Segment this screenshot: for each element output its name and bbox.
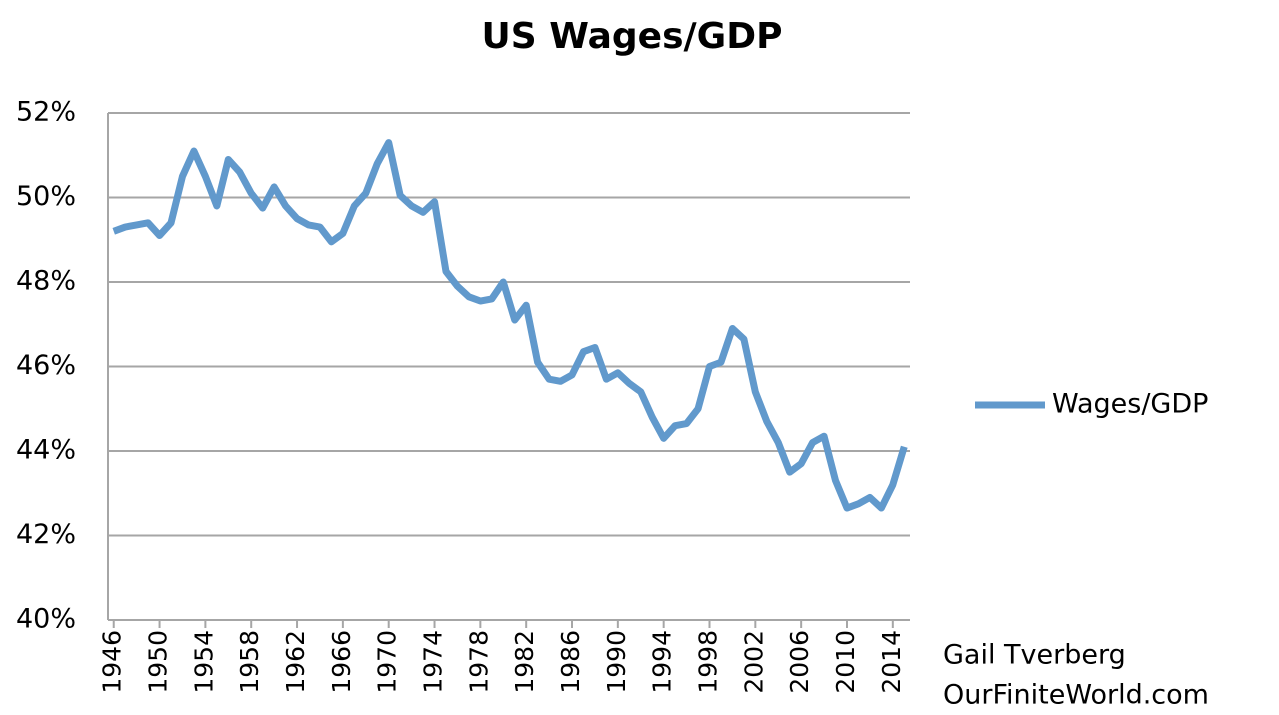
- x-tick-label: 1986: [556, 630, 585, 694]
- y-tick-label: 42%: [16, 519, 76, 550]
- annotation: Gail Tverberg: [943, 640, 1126, 671]
- y-tick-label: 40%: [16, 604, 76, 635]
- x-tick-label: 2010: [831, 630, 860, 694]
- y-tick-label: 52%: [16, 97, 76, 128]
- annotation: OurFiniteWorld.com: [943, 680, 1209, 711]
- chart-title: US Wages/GDP: [482, 16, 783, 57]
- x-tick-label: 2006: [785, 630, 814, 694]
- x-tick-label: 1954: [189, 630, 218, 694]
- x-tick-label: 1966: [327, 630, 356, 694]
- x-tick-label: 1962: [281, 630, 310, 694]
- y-tick-label: 44%: [16, 435, 76, 466]
- x-tick-label: 1982: [510, 630, 539, 694]
- y-tick-label: 46%: [16, 350, 76, 381]
- x-tick-label: 2014: [877, 630, 906, 694]
- x-tick-label: 1958: [235, 630, 264, 694]
- data-line: [112, 139, 908, 512]
- y-tick-label: 50%: [16, 181, 76, 212]
- x-tick-label: 2002: [739, 630, 768, 694]
- y-tick-label: 48%: [16, 266, 76, 297]
- x-tick-label: 1974: [419, 630, 448, 694]
- x-tick-label: 1978: [464, 630, 493, 694]
- x-tick-label: 1990: [602, 630, 631, 694]
- x-tick-label: 1998: [694, 630, 723, 694]
- legend-label: Wages/GDP: [1052, 389, 1208, 420]
- x-tick-label: 1950: [144, 630, 173, 694]
- x-tick-label: 1994: [648, 630, 677, 694]
- x-tick-label: 1970: [373, 630, 402, 694]
- x-tick-label: 1946: [98, 630, 127, 694]
